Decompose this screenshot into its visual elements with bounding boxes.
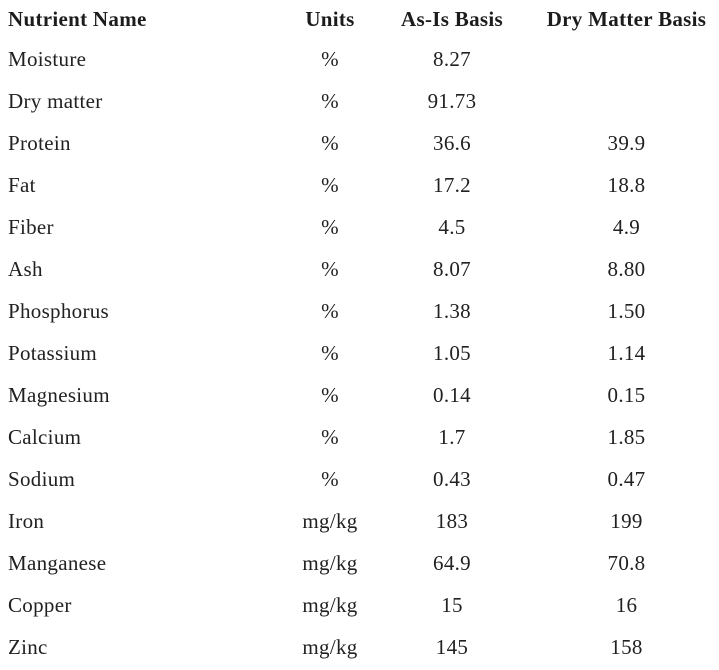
col-header-nutrient-name: Nutrient Name xyxy=(8,6,147,31)
nutrient-name-cell: Copper xyxy=(8,592,72,617)
dry-matter-value-cell: 16 xyxy=(615,592,638,617)
dry-matter-value-cell: 18.8 xyxy=(607,172,646,197)
table-row: Manganese mg/kg 64.9 70.8 xyxy=(0,542,719,584)
units-cell: % xyxy=(321,382,339,407)
units-cell: mg/kg xyxy=(302,634,358,659)
dry-matter-value-cell: 4.9 xyxy=(612,214,641,239)
table-row: Magnesium % 0.14 0.15 xyxy=(0,374,719,416)
units-cell: % xyxy=(321,298,339,323)
table-row: Fat % 17.2 18.8 xyxy=(0,164,719,206)
table-row: Ash % 8.07 8.80 xyxy=(0,248,719,290)
units-cell: % xyxy=(321,130,339,155)
units-cell: % xyxy=(321,424,339,449)
units-cell: % xyxy=(321,88,339,113)
table-row: Zinc mg/kg 145 158 xyxy=(0,626,719,668)
table-row: Copper mg/kg 15 16 xyxy=(0,584,719,626)
as-is-value-cell: 64.9 xyxy=(433,550,471,575)
units-cell: % xyxy=(321,172,339,197)
as-is-value-cell: 145 xyxy=(435,634,469,659)
nutrient-name-cell: Moisture xyxy=(8,46,87,71)
units-cell: % xyxy=(321,466,339,491)
nutrient-name-cell: Potassium xyxy=(8,340,98,365)
as-is-value-cell: 91.73 xyxy=(427,88,477,113)
dry-matter-value-cell: 158 xyxy=(610,634,643,659)
nutrient-name-cell: Protein xyxy=(8,130,71,155)
table-row: Iron mg/kg 183 199 xyxy=(0,500,719,542)
nutrient-name-cell: Iron xyxy=(8,508,45,533)
nutrient-name-cell: Fat xyxy=(8,172,36,197)
as-is-value-cell: 183 xyxy=(435,508,469,533)
as-is-value-cell: 15 xyxy=(441,592,463,617)
nutrient-name-cell: Dry matter xyxy=(8,88,103,113)
as-is-value-cell: 8.27 xyxy=(433,46,471,71)
table-row: Moisture % 8.27 xyxy=(0,38,719,80)
dry-matter-value-cell xyxy=(512,38,719,80)
units-cell: mg/kg xyxy=(302,550,358,575)
dry-matter-value-cell: 1.50 xyxy=(607,298,646,323)
units-cell: mg/kg xyxy=(302,508,358,533)
dry-matter-value-cell: 199 xyxy=(610,508,643,533)
table-row: Sodium % 0.43 0.47 xyxy=(0,458,719,500)
header-row: Nutrient Name Units As-Is Basis Dry Matt… xyxy=(0,0,719,38)
units-cell: % xyxy=(321,340,339,365)
as-is-value-cell: 36.6 xyxy=(433,130,471,155)
as-is-value-cell: 4.5 xyxy=(438,214,466,239)
dry-matter-value-cell: 8.80 xyxy=(607,256,646,281)
table-body: Moisture % 8.27 Dry matter % 91.73 Prote… xyxy=(0,38,719,668)
as-is-value-cell: 0.43 xyxy=(433,466,471,491)
dry-matter-value-cell: 1.14 xyxy=(607,340,646,365)
nutrient-name-cell: Ash xyxy=(8,256,43,281)
col-header-units: Units xyxy=(305,6,355,31)
table-row: Fiber % 4.5 4.9 xyxy=(0,206,719,248)
table-row: Calcium % 1.7 1.85 xyxy=(0,416,719,458)
table-row: Protein % 36.6 39.9 xyxy=(0,122,719,164)
dry-matter-value-cell xyxy=(512,80,719,122)
table-row: Phosphorus % 1.38 1.50 xyxy=(0,290,719,332)
units-cell: % xyxy=(321,214,339,239)
nutrient-name-cell: Sodium xyxy=(8,466,76,491)
nutrient-name-cell: Fiber xyxy=(8,214,54,239)
col-header-dry-matter-basis: Dry Matter Basis xyxy=(546,6,707,31)
nutrient-name-cell: Manganese xyxy=(8,550,107,575)
as-is-value-cell: 1.38 xyxy=(433,298,471,323)
units-cell: mg/kg xyxy=(302,592,358,617)
as-is-value-cell: 8.07 xyxy=(433,256,471,281)
units-cell: % xyxy=(321,46,339,71)
dry-matter-value-cell: 70.8 xyxy=(607,550,646,575)
table-row: Dry matter % 91.73 xyxy=(0,80,719,122)
nutrient-name-cell: Magnesium xyxy=(8,382,110,407)
nutrient-name-cell: Zinc xyxy=(8,634,48,659)
as-is-value-cell: 17.2 xyxy=(433,172,471,197)
nutrient-name-cell: Phosphorus xyxy=(8,298,110,323)
as-is-value-cell: 1.05 xyxy=(433,340,471,365)
dry-matter-value-cell: 1.85 xyxy=(607,424,646,449)
units-cell: % xyxy=(321,256,339,281)
col-header-as-is-basis: As-Is Basis xyxy=(401,6,503,31)
as-is-value-cell: 1.7 xyxy=(438,424,466,449)
as-is-value-cell: 0.14 xyxy=(433,382,471,407)
dry-matter-value-cell: 0.15 xyxy=(607,382,646,407)
dry-matter-value-cell: 0.47 xyxy=(607,466,646,491)
nutrient-name-cell: Calcium xyxy=(8,424,82,449)
table-row: Potassium % 1.05 1.14 xyxy=(0,332,719,374)
dry-matter-value-cell: 39.9 xyxy=(607,130,646,155)
